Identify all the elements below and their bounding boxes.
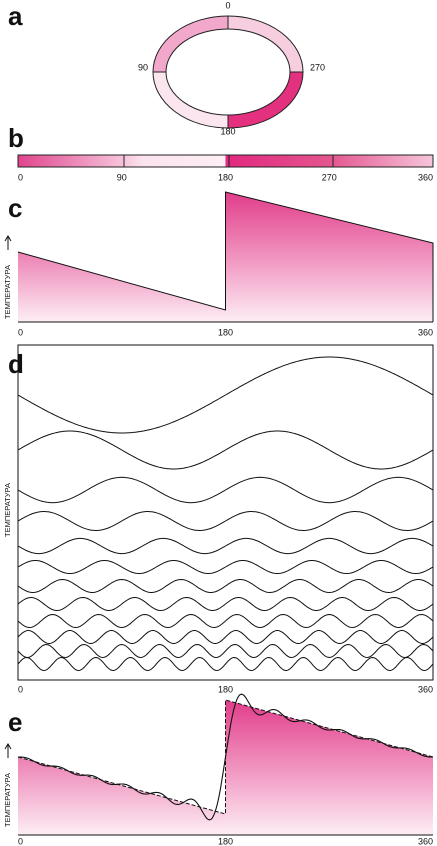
harmonic-curve bbox=[17, 560, 434, 574]
tick-label: 0 bbox=[18, 684, 23, 694]
tick-label: 360 bbox=[418, 172, 433, 182]
temperature-left bbox=[18, 252, 226, 322]
tick-label: 180 bbox=[220, 126, 235, 136]
tick-label: 180 bbox=[218, 684, 233, 694]
panel-label: e bbox=[8, 707, 22, 737]
axis-arrowhead bbox=[4, 235, 12, 242]
harmonic-curve bbox=[17, 613, 434, 629]
tick-label: 360 bbox=[418, 327, 433, 337]
tick-label: 0 bbox=[18, 836, 23, 846]
axis-label: ТЕМПЕРАТУРА bbox=[3, 773, 12, 827]
temperature-right bbox=[225, 192, 433, 322]
harmonic-curve bbox=[17, 511, 434, 531]
tick-label: 0 bbox=[18, 172, 23, 182]
tick-label: 90 bbox=[138, 62, 148, 72]
fourier-approximation bbox=[18, 693, 433, 821]
tick-label: 270 bbox=[322, 172, 337, 182]
harmonic-curve bbox=[17, 537, 434, 555]
ring-bar bbox=[17, 154, 434, 168]
tick-label: 0 bbox=[225, 0, 230, 10]
harmonic-curve bbox=[17, 430, 434, 470]
harmonic-curve bbox=[17, 656, 434, 672]
panel-label: b bbox=[8, 123, 24, 153]
temperature-right bbox=[225, 700, 433, 835]
harmonic-curve bbox=[17, 578, 434, 594]
panels: a b c d e 0 90 180 270 0 90 180 270 360 ТЕМПЕРАТУРА 0 18… bbox=[3, 0, 434, 846]
harmonic-curve bbox=[17, 476, 434, 504]
panel-label: d bbox=[8, 349, 24, 379]
axis-arrowhead bbox=[4, 743, 12, 750]
tick-label: 360 bbox=[418, 836, 433, 846]
axis-label: ТЕМПЕРАТУРА bbox=[3, 483, 12, 537]
panel-label: c bbox=[8, 193, 22, 223]
tick-label: 180 bbox=[218, 836, 233, 846]
harmonic-curve bbox=[17, 356, 434, 434]
harmonic-curve bbox=[17, 596, 434, 612]
tick-label: 270 bbox=[310, 62, 325, 72]
tick-label: 360 bbox=[418, 684, 433, 694]
plot-frame bbox=[17, 344, 434, 681]
tick-label: 180 bbox=[218, 172, 233, 182]
axis-label: ТЕМПЕРАТУРА bbox=[3, 265, 12, 319]
tick-label: 90 bbox=[117, 172, 127, 182]
ring bbox=[152, 15, 304, 129]
harmonic-curve bbox=[17, 643, 434, 659]
temperature-left bbox=[18, 757, 226, 835]
tick-label: 0 bbox=[18, 327, 23, 337]
tick-label: 180 bbox=[218, 327, 233, 337]
bar-dividers bbox=[123, 155, 334, 167]
panel-label: a bbox=[8, 1, 23, 31]
temperature-line bbox=[17, 191, 434, 322]
harmonic-curve bbox=[17, 630, 434, 644]
